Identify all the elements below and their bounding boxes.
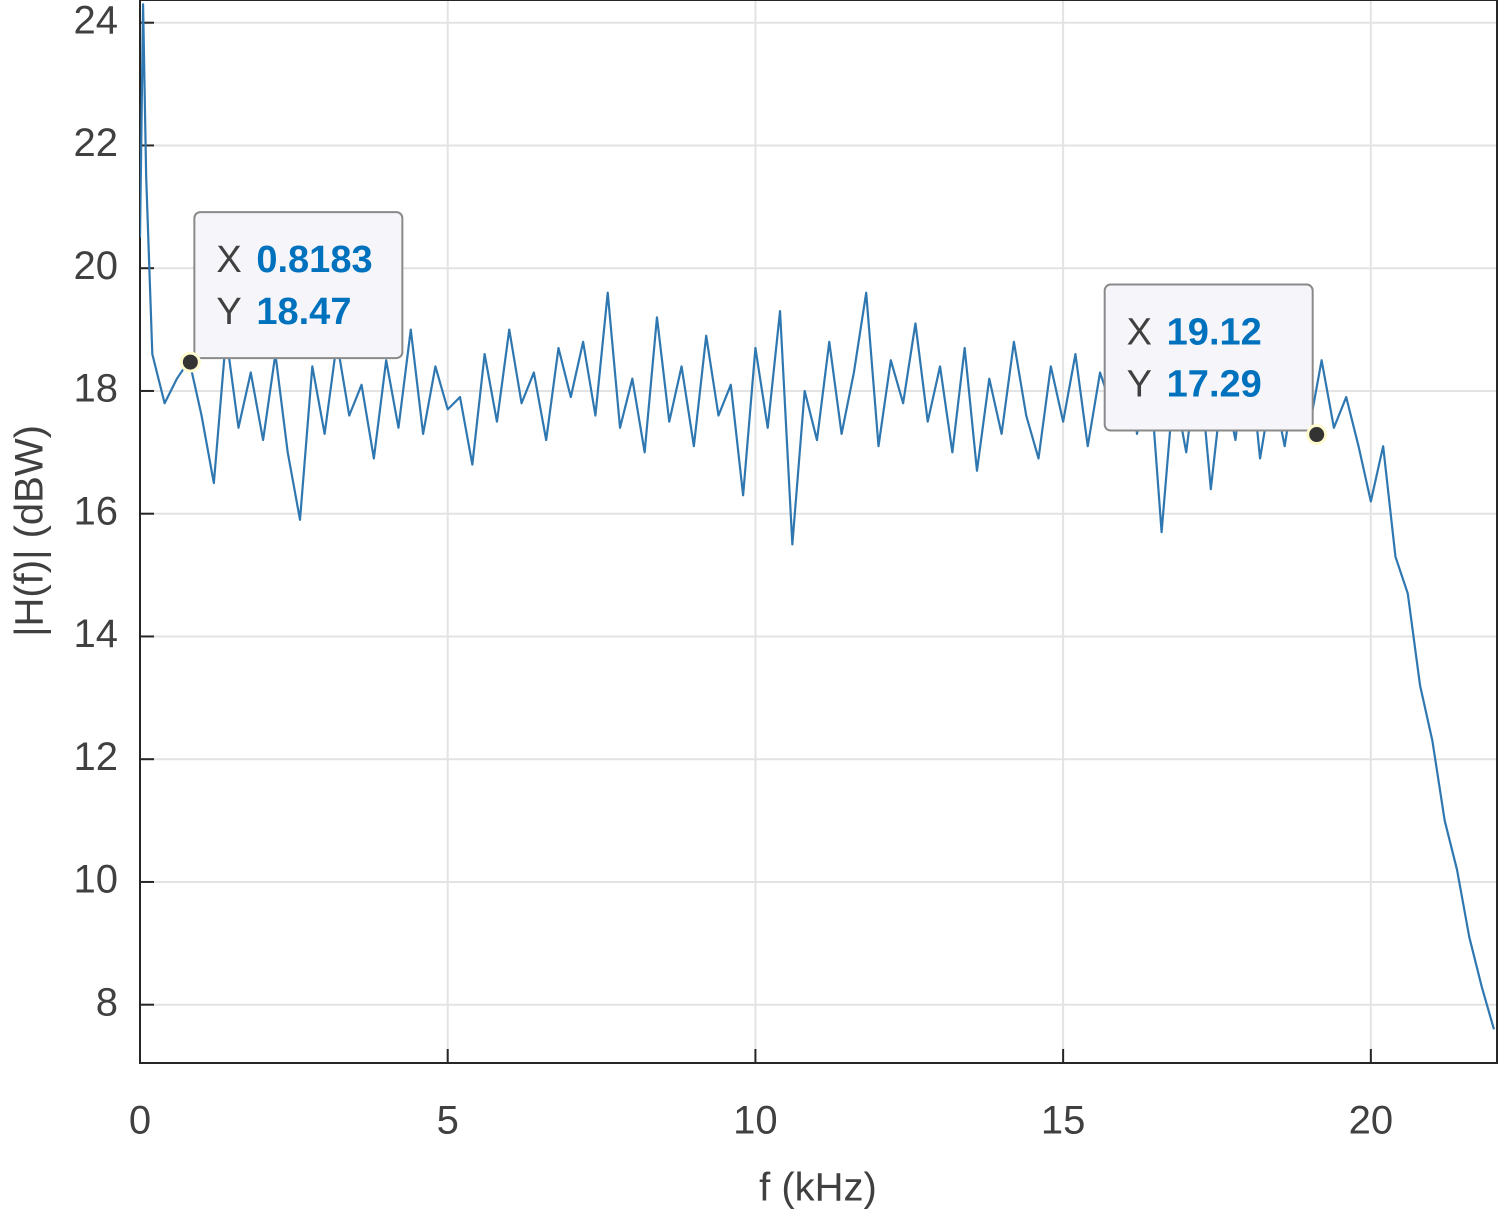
datatip-y-label: Y: [1127, 364, 1152, 406]
datatip-y-value: 18.47: [256, 291, 351, 333]
x-tick-label: 0: [129, 1099, 151, 1143]
datatip-box: [193, 211, 404, 360]
datatip-marker: [179, 351, 201, 373]
x-tick-label: 10: [733, 1099, 778, 1143]
y-tick-label: 20: [74, 244, 119, 288]
datatip-y-label: Y: [216, 291, 241, 333]
datatip-marker: [1306, 424, 1328, 446]
y-tick-label: 14: [74, 612, 119, 656]
x-axis-label: f (kHz): [759, 1166, 877, 1210]
datatip-x-label: X: [216, 239, 241, 281]
y-tick-label: 10: [74, 858, 119, 902]
y-tick-label: 18: [74, 367, 119, 411]
datatip-y-value: 17.29: [1167, 364, 1262, 406]
axes-box: [139, 0, 1498, 1064]
datatip-box: [1103, 283, 1314, 432]
y-tick-label: 16: [74, 489, 119, 533]
y-tick-label: 24: [74, 0, 119, 42]
x-tick-label: 15: [1041, 1099, 1086, 1143]
y-tick-label: 8: [96, 980, 118, 1024]
x-tick-label: 5: [437, 1099, 459, 1143]
datatip-x-label: X: [1127, 312, 1152, 354]
datatip-x-value: 19.12: [1167, 312, 1262, 354]
data-line: [140, 3, 1495, 1030]
x-tick-label: 20: [1349, 1099, 1394, 1143]
y-tick-label: 22: [74, 121, 119, 165]
datatip-x-value: 0.8183: [256, 239, 372, 281]
y-axis-label: |H(f)| (dBW): [8, 425, 52, 637]
y-tick-label: 12: [74, 735, 119, 779]
